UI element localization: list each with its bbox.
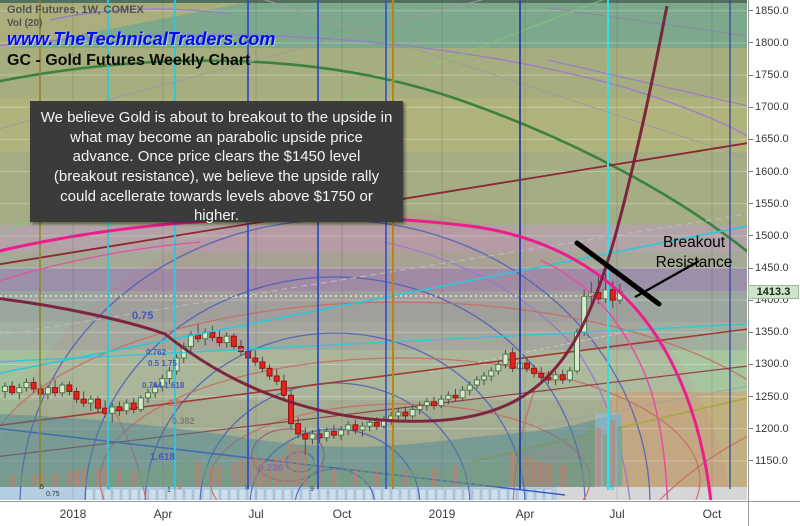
watermark-url: www.TheTechnicalTraders.com [7, 29, 276, 49]
price-tick-mark [749, 428, 753, 430]
price-tick-mark [749, 331, 753, 333]
price-tick-label: 1850.0 [755, 4, 789, 17]
fib-level-label: 4 [178, 485, 182, 492]
price-tick-label: 1550.0 [755, 197, 789, 210]
fib-level-label: 5 [40, 484, 44, 491]
fib-level-label: 0.75 [132, 310, 154, 322]
fib-level-label: 1.618 [150, 452, 176, 463]
time-tick-label: Oct [332, 507, 352, 521]
chart-title: GC - Gold Futures Weekly Chart [7, 52, 251, 69]
fib-level-label: 0.382 [172, 416, 195, 426]
teal-overlay-shading [0, 413, 622, 487]
symbol-title: Gold Futures, 1W, COMEX [7, 4, 144, 16]
price-tick-mark [749, 74, 753, 76]
price-tick-mark [749, 203, 753, 205]
last-price-tag: 1413.3 [748, 284, 799, 299]
time-tick-label: Jul [609, 507, 625, 521]
fib-level-label: 6 [107, 485, 111, 492]
fib-level-label: 1.5 [168, 398, 181, 408]
time-tick-label: 2019 [428, 507, 456, 521]
fib-level-label: 9 [310, 486, 314, 493]
time-tick-label: Apr [515, 507, 535, 521]
price-tick-mark [749, 363, 753, 365]
breakout-label-line2: Resistance [655, 254, 733, 271]
price-tick-label: 1300.0 [755, 358, 789, 371]
price-tick-label: 1250.0 [755, 390, 789, 403]
fib-level-label: 0.762 [146, 348, 167, 357]
price-tick-mark [749, 267, 753, 269]
price-tick-label: 1800.0 [755, 36, 789, 49]
time-axis[interactable]: 2018 Apr Jul Oct 2019 Apr Jul Oct [0, 501, 748, 526]
price-tick-mark [749, 106, 753, 108]
price-tick-mark [749, 460, 753, 462]
parabolic-curve[interactable] [0, 5, 669, 423]
price-tick-mark [749, 42, 753, 44]
time-tick-label: Apr [153, 507, 173, 521]
price-tick-label: 1150.0 [755, 454, 788, 467]
price-tick-mark [749, 396, 753, 398]
fib-level-label: 0.764 1.618 [142, 381, 185, 390]
green-ellipse-arc [0, 59, 747, 253]
price-tick-mark [749, 171, 753, 173]
time-tick-label: Oct [702, 507, 722, 521]
price-tick-label: 1700.0 [755, 101, 789, 114]
fib-level-label: 8 [245, 485, 249, 492]
price-tick-label: 1650.0 [755, 133, 789, 146]
price-tick-mark [749, 10, 753, 12]
price-tick-mark [749, 299, 753, 301]
breakout-label-pointer-line [634, 260, 700, 298]
price-tick-label: 1350.0 [755, 326, 789, 339]
fib-level-label: 0.75 [46, 491, 60, 498]
breakout-resistance-trendline[interactable] [574, 240, 662, 307]
cyan-trendlines [0, 225, 747, 374]
annotation-text-box[interactable]: We believe Gold is about to breakout to … [30, 101, 403, 224]
time-tick-label: 2018 [59, 507, 87, 521]
fib-level-label: 0.5 1.75 [148, 359, 177, 368]
axis-corner-cell [748, 501, 800, 526]
volume-indicator-label: Vol (20) [7, 18, 43, 29]
breakout-label-line1: Breakout [662, 234, 726, 251]
price-axis[interactable]: 1850.0 1800.0 1750.0 1700.0 1650.0 1600.0 1550… [748, 0, 800, 501]
price-tick-label: 1200.0 [755, 422, 789, 435]
fib-level-label: 6 [610, 485, 614, 492]
price-tick-label: 1500.0 [755, 229, 789, 242]
magenta-ellipse-arcs [0, 215, 713, 500]
indicator-strip-boxes [85, 488, 553, 500]
fib-level-label: 0.236 [258, 463, 284, 474]
fib-level-label: 1 [167, 487, 171, 494]
breakout-resistance-label[interactable]: Breakout Resistance [638, 233, 750, 273]
price-tick-label: 1750.0 [755, 69, 789, 82]
price-tick-mark [749, 235, 753, 237]
price-tick-mark [749, 138, 753, 140]
price-tick-label: 1600.0 [755, 165, 789, 178]
price-tick-label: 1450.0 [755, 262, 789, 274]
time-tick-label: Jul [248, 507, 264, 521]
